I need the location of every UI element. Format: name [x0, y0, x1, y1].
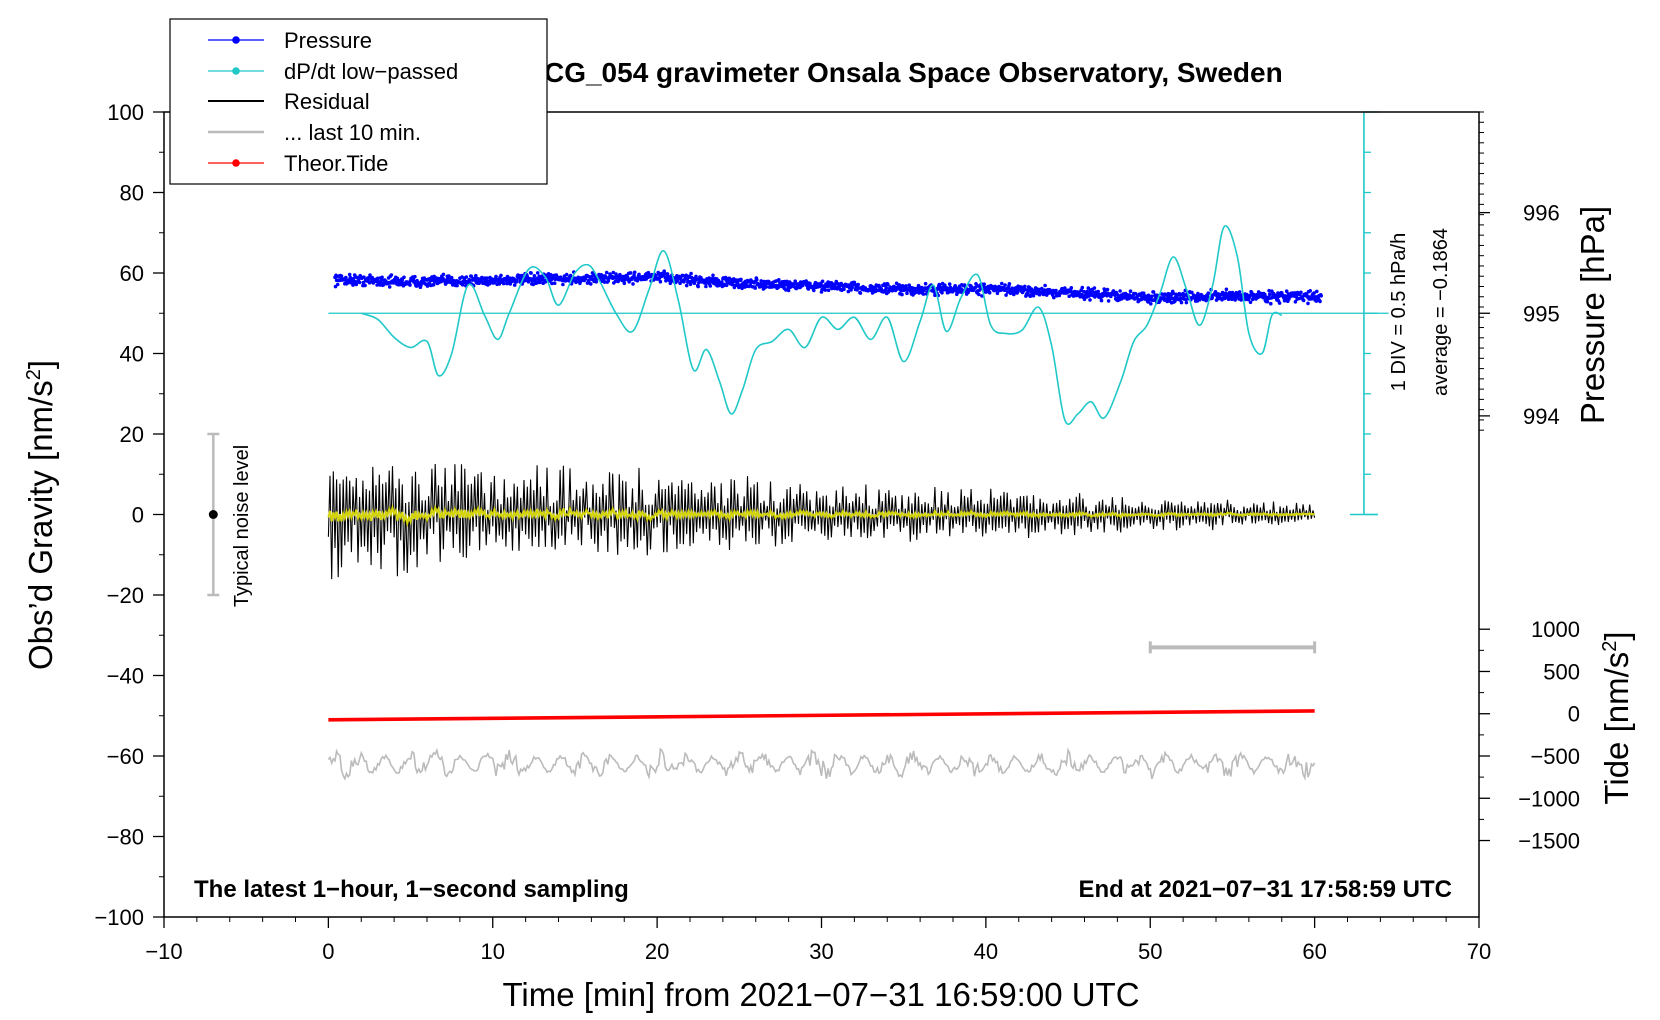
y-tick-label: −60: [107, 744, 144, 769]
y-tick-label: −80: [107, 825, 144, 850]
annotation-sampling: The latest 1−hour, 1−second sampling: [194, 876, 629, 903]
y-axis-label-left-end: ]: [22, 360, 59, 369]
y-tick-label: 40: [120, 342, 144, 367]
pressure-series: [333, 269, 1323, 306]
chart-title: SCG_054 gravimeter Onsala Space Observat…: [525, 57, 1282, 88]
last-10-min-series: [327, 747, 1316, 781]
axes-layer: −10 0 10 20 30 40 50 60 70−100−80−60−40−20020406…: [94, 100, 1580, 964]
legend-item-last-10-min: ... last 10 min.: [208, 120, 421, 145]
legend-item-dpdt: dP/dt low−passed: [208, 59, 458, 84]
legend-label-last-10-min: ... last 10 min.: [284, 120, 421, 145]
noise-level-label: Typical noise level: [231, 445, 253, 607]
tide-series: [328, 709, 1315, 722]
y-axis-label-tide: Tide [nm/s2]: [1598, 631, 1635, 804]
pressure-tick-label: 996: [1523, 201, 1560, 226]
y-axis-label-left-text: Obs’d Gravity [nm/s: [22, 380, 59, 670]
legend-label-pressure: Pressure: [284, 28, 372, 53]
y-axis-label-tide-text: Tide [nm/s: [1598, 652, 1635, 805]
y-tick-label: −20: [107, 583, 144, 608]
legend-label-tide: Theor.Tide: [284, 151, 388, 176]
legend-item-pressure: Pressure: [208, 28, 372, 53]
tide-tick-label: 0: [1568, 702, 1580, 727]
y-axis-label-tide-sup: 2: [1599, 641, 1621, 652]
x-tick-label: −10: [145, 939, 182, 964]
tide-tick-label: −1000: [1518, 786, 1580, 811]
legend-marker-tide: [232, 159, 240, 167]
x-tick-label: 20: [645, 939, 669, 964]
tide-tick-label: −500: [1530, 744, 1580, 769]
x-tick-label: 70: [1467, 939, 1491, 964]
legend-item-residual: Residual: [208, 89, 370, 114]
y-axis-label-left: Obs’d Gravity [nm/s2]: [22, 360, 59, 670]
residual-smoothed-series: [327, 503, 1316, 528]
x-axis-label: Time [min] from 2021−07−31 16:59:00 UTC: [502, 976, 1139, 1013]
average-label: average = −0.1864: [1430, 228, 1452, 396]
y-tick-label: −40: [107, 664, 144, 689]
tide-tick-label: −1500: [1518, 829, 1580, 854]
y-axis-label-tide-end: ]: [1598, 631, 1635, 640]
legend-marker-pressure: [232, 36, 240, 44]
y-axis-label-pressure: Pressure [hPa]: [1574, 206, 1611, 424]
y-axis-label-left-sup: 2: [23, 369, 45, 380]
y-tick-label: 20: [120, 422, 144, 447]
x-tick-label: 50: [1138, 939, 1162, 964]
x-tick-label: 40: [974, 939, 998, 964]
x-tick-label: 10: [481, 939, 505, 964]
scale-bar-label: 1 DIV = 0.5 hPa/h: [1388, 233, 1410, 391]
annotation-end-time: End at 2021−07−31 17:58:59 UTC: [1078, 876, 1452, 903]
x-tick-label: 60: [1302, 939, 1326, 964]
y-tick-label: 100: [107, 100, 144, 125]
y-tick-label: −100: [94, 905, 144, 930]
legend-marker-dpdt: [232, 67, 240, 75]
x-tick-label: 30: [809, 939, 833, 964]
dpdt-series: [360, 225, 1283, 425]
noise-bar-center-dot: [208, 510, 218, 519]
y-tick-label: 0: [132, 503, 144, 528]
pressure-tick-label: 995: [1523, 301, 1560, 326]
overlay-layer: [207, 111, 1378, 654]
legend: Pressure dP/dt low−passed Residual ... l…: [169, 18, 548, 185]
legend-item-tide: Theor.Tide: [208, 151, 388, 176]
y-tick-label: 80: [120, 181, 144, 206]
x-tick-label: 0: [322, 939, 334, 964]
residual-series: [327, 463, 1316, 580]
y-tick-label: 60: [120, 261, 144, 286]
tide-tick-label: 500: [1543, 659, 1580, 684]
pressure-tick-label: 994: [1523, 404, 1560, 429]
tide-tick-label: 1000: [1531, 617, 1580, 642]
legend-label-dpdt: dP/dt low−passed: [284, 59, 458, 84]
legend-label-residual: Residual: [284, 89, 370, 114]
series-layer: [327, 225, 1389, 781]
